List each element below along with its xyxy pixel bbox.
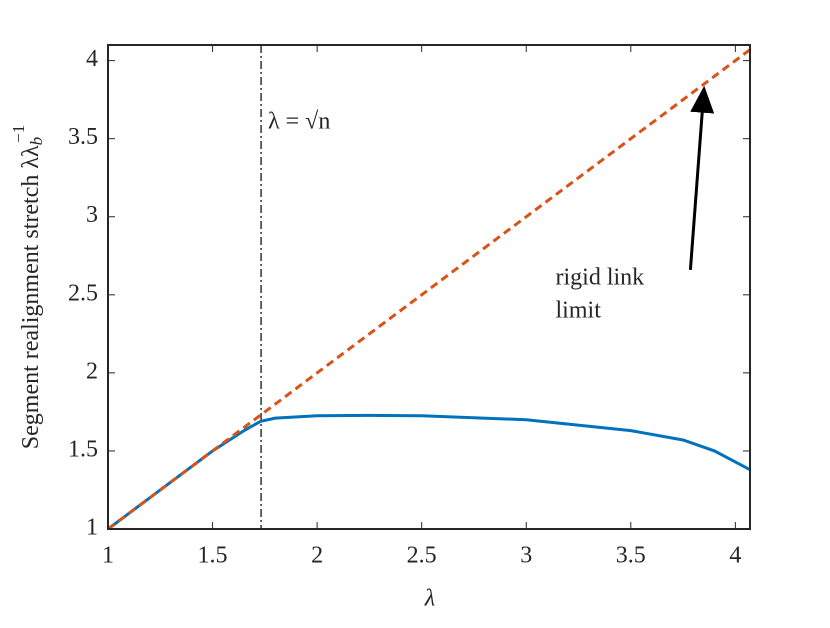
- x-tick-label: 1: [102, 543, 114, 569]
- y-tick-label: 1: [86, 515, 98, 541]
- series-line: [107, 413, 751, 531]
- y-axis-label: Segment realignment stretch λλb−1: [9, 125, 46, 449]
- x-axis-label: λ: [424, 586, 435, 612]
- x-tick-label: 3: [520, 543, 532, 569]
- annotation: rigid link: [556, 265, 645, 291]
- plot-frame: [107, 44, 751, 530]
- x-tick-label: 3.5: [616, 543, 646, 569]
- annotation-arrow: [688, 85, 715, 270]
- annotation: limit: [556, 297, 602, 323]
- y-axis-label-sup: −1: [9, 125, 28, 143]
- y-tick-label: 4: [86, 46, 98, 72]
- y-tick-label: 2: [86, 358, 98, 384]
- x-tick-label: 2.5: [407, 543, 437, 569]
- x-tick-label: 4: [729, 543, 741, 569]
- annotation: λ = √n: [268, 109, 330, 135]
- y-tick-label: 3.5: [68, 124, 98, 150]
- x-tick-label: 1.5: [198, 543, 228, 569]
- y-axis-label-sub: b: [27, 137, 46, 146]
- series-line: [107, 48, 751, 531]
- y-tick-label: 1.5: [68, 436, 98, 462]
- y-axis-label-text: Segment realignment stretch λλ: [18, 145, 44, 449]
- x-tick-label: 2: [311, 543, 323, 569]
- y-tick-label: 3: [86, 202, 98, 228]
- y-tick-label: 2.5: [68, 280, 98, 306]
